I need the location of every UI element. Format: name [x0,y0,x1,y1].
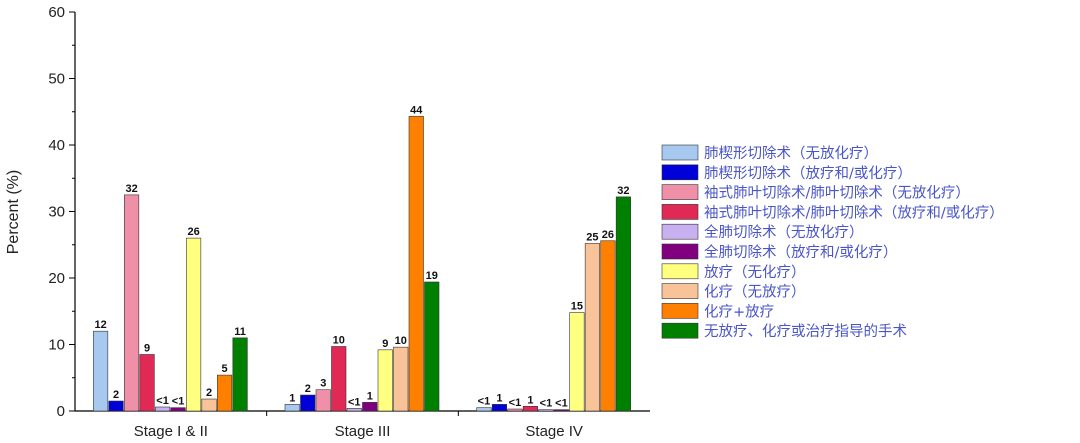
legend-label: 放疗（无化疗） [704,264,806,281]
data-label: 44 [410,104,423,116]
data-label: 10 [333,334,345,346]
legend-label: 无放疗、化疗或治疗指导的手术 [704,323,907,340]
bar [217,374,233,412]
data-label: <1 [540,398,553,410]
bar [362,402,378,412]
data-label: 3 [320,378,326,390]
data-label: 26 [602,229,614,241]
legend-label: 袖式肺叶切除术/肺叶切除术（无放化疗） [704,185,970,202]
bar [186,237,202,412]
legend-swatch [661,223,699,240]
bar [170,407,186,412]
bar [93,330,109,412]
data-label: 9 [144,342,150,354]
bar [331,346,347,412]
legend-swatch [661,144,699,161]
data-label: <1 [509,397,522,409]
bar [124,194,140,412]
legend-swatch [661,204,699,220]
bar [615,196,631,412]
data-label: 12 [94,319,106,331]
data-label: 1 [527,394,533,406]
data-label: 2 [113,389,119,401]
bar [300,394,316,412]
x-category-label: Stage I & II [134,423,208,440]
bar [139,354,155,412]
data-label: <1 [348,396,361,408]
y-tick-label: 60 [48,4,65,21]
y-tick-label: 30 [48,204,65,221]
data-label: <1 [172,396,185,408]
data-label: 1 [496,392,502,404]
data-label: <1 [555,398,568,410]
x-category-label: Stage III [335,423,391,440]
bar [424,281,440,412]
bar [201,398,217,412]
data-label: 11 [234,326,246,338]
bar [284,404,300,412]
axes: 0 10 20 30 40 50 60 Stage I & II Stage III Stage … [48,4,650,440]
legend-swatch [661,184,699,200]
legend-swatch [661,164,699,181]
legend-label: 全肺切除术（无放化疗） [704,223,864,241]
data-label: 5 [222,363,228,375]
y-tick-label: 20 [48,270,65,287]
bar [476,407,492,412]
bar [408,116,424,412]
data-label: 32 [617,185,629,197]
bar [491,404,507,412]
bar [600,240,616,412]
bar [108,400,124,412]
bar [569,312,585,412]
legend-swatch [661,263,699,280]
legend-label: 袖式肺叶切除术/肺叶切除术（放疗和/或化疗） [704,204,1004,221]
data-label: 19 [426,270,438,282]
bar [155,406,171,412]
legend-swatch [661,303,699,319]
legend-swatch [661,243,699,260]
bar [538,409,554,412]
bar [232,337,248,412]
data-label: 25 [586,231,598,243]
legend: 肺楔形切除术（无放化疗） 肺楔形切除术（放疗和/或化疗） 袖式肺叶切除术/肺叶切除术… [661,144,1004,340]
data-label: 15 [571,301,583,313]
legend-label: 化疗+放疗 [704,303,774,320]
legend-swatch [661,322,699,339]
y-tick-label: 40 [48,137,65,154]
y-axis-label: Percent (%) [5,170,22,254]
data-label: 32 [125,183,137,195]
bar [507,408,523,412]
data-label: <1 [156,395,169,407]
legend-swatch [661,283,699,299]
data-label: 2 [305,383,311,395]
y-tick-label: 0 [57,403,65,420]
data-label: 2 [206,387,212,399]
y-tick-label: 50 [48,71,65,88]
bar [553,409,569,412]
bar [522,406,538,412]
legend-label: 肺楔形切除术（放疗和/或化疗） [704,165,912,182]
legend-label: 化疗（无放疗） [704,284,806,301]
data-label: 26 [187,226,199,238]
bar [315,389,331,412]
data-label: 1 [289,392,295,404]
legend-label: 全肺切除术（放疗和/或化疗） [704,243,897,261]
data-label: 10 [395,335,407,347]
data-label: <1 [478,396,491,408]
bar [584,243,600,412]
data-label: 9 [382,338,388,350]
legend-label: 肺楔形切除术（无放化疗） [704,145,878,162]
x-category-label: Stage IV [525,423,583,440]
data-label: 1 [367,390,373,402]
bar [346,408,362,412]
bar [393,346,409,412]
y-tick-label: 10 [48,337,65,354]
bar [377,349,393,412]
